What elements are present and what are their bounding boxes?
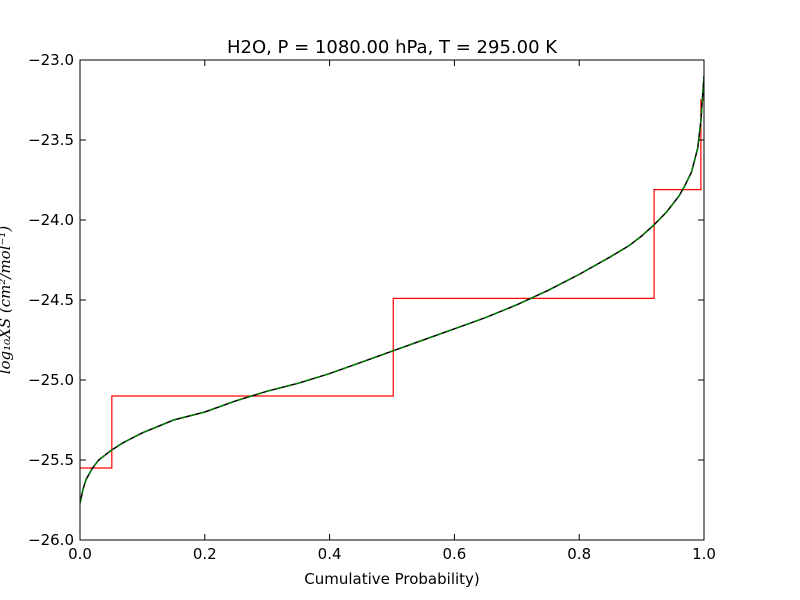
x-tick-label: 0.6 xyxy=(442,545,466,563)
x-tick-label: 0.2 xyxy=(193,545,217,563)
y-tick-label: −26.0 xyxy=(28,531,74,549)
x-axis-label: Cumulative Probability) xyxy=(304,570,480,588)
ticks-layer: 0.0 0.2 0.4 0.6 0.8 1.0 −26.0 −25.5 −25.0 −24.5 −2… xyxy=(28,51,716,563)
x-tick-label: 0.4 xyxy=(318,545,342,563)
x-tick-label: 0.8 xyxy=(567,545,591,563)
y-tick-label: −23.0 xyxy=(28,51,74,69)
y-tick-label: −25.0 xyxy=(28,371,74,389)
y-tick-label: −24.0 xyxy=(28,211,74,229)
y-axis-label: log₁₀XS (cm²/mol⁻¹) xyxy=(0,226,14,375)
series-layer xyxy=(80,75,704,504)
x-tick-label: 1.0 xyxy=(692,545,716,563)
chart-title: H2O, P = 1080.00 hPa, T = 295.00 K xyxy=(227,37,558,58)
x-tick-label: 0.0 xyxy=(68,545,92,563)
series-line-3 xyxy=(80,99,704,469)
y-tick-label: −24.5 xyxy=(28,291,74,309)
y-tick-label: −25.5 xyxy=(28,451,74,469)
series-line-2 xyxy=(80,75,704,504)
y-tick-label: −23.5 xyxy=(28,131,74,149)
